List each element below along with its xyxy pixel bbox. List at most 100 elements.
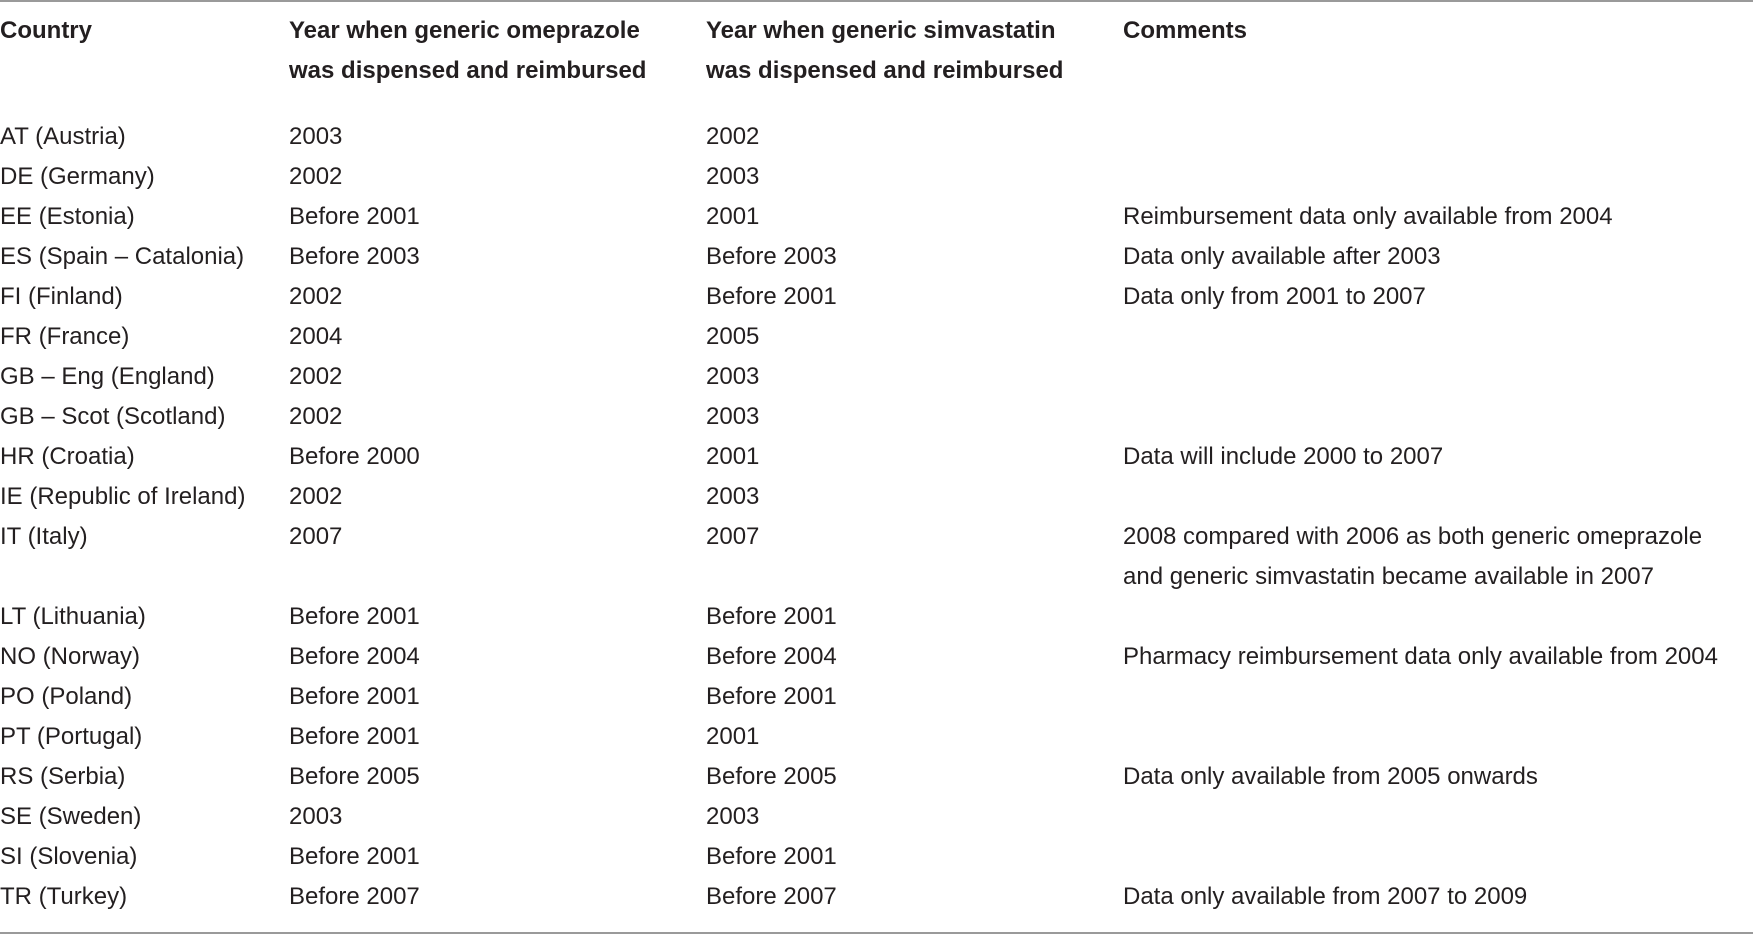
table-row: NO (Norway) Before 2004 Before 2004 Pharmac… <box>0 637 1753 677</box>
cell-comments: Data only from 2001 to 2007 <box>1123 277 1753 317</box>
cell-simvastatin-year: 2001 <box>706 723 760 750</box>
table-row: PO (Poland) Before 2001 Before 2001 <box>0 677 1753 717</box>
cell-simvastatin-year: 2003 <box>706 803 760 830</box>
table-top-rule <box>0 0 1753 2</box>
cell-comments <box>1123 477 1753 517</box>
cell-country: SE (Sweden) <box>0 803 142 830</box>
cell-comments <box>1123 397 1753 437</box>
cell-country: FI (Finland) <box>0 283 123 310</box>
cell-comments: Data only available from 2005 onwards <box>1123 757 1753 797</box>
cell-simvastatin-year: 2003 <box>706 483 760 510</box>
table-row: ES (Spain – Catalonia) Before 2003 Before … <box>0 237 1753 277</box>
cell-omeprazole-year: Before 2001 <box>289 683 420 710</box>
cell-country: DE (Germany) <box>0 163 155 190</box>
header-country: Country <box>0 11 289 117</box>
header-row: Country Year when generic omeprazole was… <box>0 11 1753 117</box>
table-row: SE (Sweden) 2003 2003 <box>0 797 1753 837</box>
comment-line: Data only available from 2007 to 2009 <box>1123 883 1528 910</box>
cell-comments <box>1123 837 1753 877</box>
cell-omeprazole-year: 2002 <box>289 363 343 390</box>
cell-comments <box>1123 717 1753 757</box>
cell-comments: Data only available after 2003 <box>1123 237 1753 277</box>
table-row: PT (Portugal) Before 2001 2001 <box>0 717 1753 757</box>
cell-comments <box>1123 677 1753 717</box>
cell-omeprazole-year: Before 2000 <box>289 443 420 470</box>
comment-line: Reimbursement data only available from 2… <box>1123 203 1613 230</box>
cell-simvastatin-year: Before 2003 <box>706 243 837 270</box>
table-row: FR (France) 2004 2005 <box>0 317 1753 357</box>
cell-country: RS (Serbia) <box>0 763 126 790</box>
cell-simvastatin-year: 2003 <box>706 403 760 430</box>
header-omeprazole-year: Year when generic omeprazole was dispens… <box>289 11 706 117</box>
cell-country: AT (Austria) <box>0 123 126 150</box>
cell-comments <box>1123 117 1753 157</box>
cell-comments <box>1123 597 1753 637</box>
header-omeprazole-line-2: was dispensed and reimbursed <box>289 57 647 84</box>
cell-country: GB – Eng (England) <box>0 363 215 390</box>
cell-country: LT (Lithuania) <box>0 603 146 630</box>
cell-omeprazole-year: 2002 <box>289 483 343 510</box>
cell-omeprazole-year: Before 2005 <box>289 763 420 790</box>
cell-omeprazole-year: Before 2001 <box>289 723 420 750</box>
cell-comments: Data only available from 2007 to 2009 <box>1123 877 1753 917</box>
header-omeprazole-line-1: Year when generic omeprazole <box>289 17 640 44</box>
header-comments-line: Comments <box>1123 17 1248 44</box>
cell-comments: Reimbursement data only available from 2… <box>1123 197 1753 237</box>
cell-comments <box>1123 797 1753 837</box>
cell-comments <box>1123 157 1753 197</box>
cell-simvastatin-year: Before 2001 <box>706 603 837 630</box>
table-row: HR (Croatia) Before 2000 2001 Data will inc… <box>0 437 1753 477</box>
table-row: RS (Serbia) Before 2005 Before 2005 Data on… <box>0 757 1753 797</box>
cell-omeprazole-year: 2003 <box>289 123 343 150</box>
table-row: GB – Eng (England) 2002 2003 <box>0 357 1753 397</box>
table-row: AT (Austria) 2003 2002 <box>0 117 1753 157</box>
header-simvastatin-line-1: Year when generic simvastatin <box>706 17 1056 44</box>
cell-country: PT (Portugal) <box>0 723 143 750</box>
cell-simvastatin-year: 2003 <box>706 163 760 190</box>
cell-simvastatin-year: 2001 <box>706 443 760 470</box>
comment-line: Data will include 2000 to 2007 <box>1123 443 1444 470</box>
cell-simvastatin-year: Before 2004 <box>706 643 837 670</box>
cell-omeprazole-year: 2003 <box>289 803 343 830</box>
cell-country: EE (Estonia) <box>0 203 135 230</box>
cell-omeprazole-year: Before 2001 <box>289 843 420 870</box>
cell-comments <box>1123 357 1753 397</box>
cell-omeprazole-year: Before 2001 <box>289 203 420 230</box>
cell-comments <box>1123 317 1753 357</box>
cell-omeprazole-year: Before 2001 <box>289 603 420 630</box>
cell-simvastatin-year: 2002 <box>706 123 760 150</box>
cell-omeprazole-year: Before 2007 <box>289 883 420 910</box>
cell-country: IE (Republic of Ireland) <box>0 483 246 510</box>
cell-omeprazole-year: 2002 <box>289 283 343 310</box>
table-row: EE (Estonia) Before 2001 2001 Reimbursement… <box>0 197 1753 237</box>
cell-comments: 2008 compared with 2006 as both generic … <box>1123 517 1753 597</box>
table-bottom-rule <box>0 932 1753 934</box>
header-simvastatin-line-2: was dispensed and reimbursed <box>706 57 1064 84</box>
comment-line: Data only from 2001 to 2007 <box>1123 283 1426 310</box>
cell-country: TR (Turkey) <box>0 883 128 910</box>
cell-omeprazole-year: 2007 <box>289 523 343 550</box>
comment-line: 2008 compared with 2006 as both generic … <box>1123 523 1703 550</box>
header-comments: Comments <box>1123 11 1753 117</box>
comment-line: and generic simvastatin became available… <box>1123 563 1654 590</box>
header-simvastatin-year: Year when generic simvastatin was dispen… <box>706 11 1123 117</box>
cell-country: FR (France) <box>0 323 130 350</box>
cell-simvastatin-year: Before 2001 <box>706 283 837 310</box>
table-row: GB – Scot (Scotland) 2002 2003 <box>0 397 1753 437</box>
cell-simvastatin-year: Before 2001 <box>706 843 837 870</box>
cell-simvastatin-year: 2001 <box>706 203 760 230</box>
cell-country: ES (Spain – Catalonia) <box>0 243 245 270</box>
table-row: TR (Turkey) Before 2007 Before 2007 Data on… <box>0 877 1753 917</box>
cell-comments: Pharmacy reimbursement data only availab… <box>1123 637 1753 677</box>
cell-country: HR (Croatia) <box>0 443 135 470</box>
generic-availability-table: Country Year when generic omeprazole was… <box>0 11 1753 917</box>
cell-simvastatin-year: Before 2001 <box>706 683 837 710</box>
table-body: AT (Austria) 2003 2002 DE (Germany) 2002 2003… <box>0 117 1753 917</box>
table-row: SI (Slovenia) Before 2001 Before 2001 <box>0 837 1753 877</box>
table-row: LT (Lithuania) Before 2001 Before 2001 <box>0 597 1753 637</box>
cell-simvastatin-year: Before 2007 <box>706 883 837 910</box>
table-row: IE (Republic of Ireland) 2002 2003 <box>0 477 1753 517</box>
cell-simvastatin-year: 2005 <box>706 323 760 350</box>
comment-line: Data only available after 2003 <box>1123 243 1441 270</box>
